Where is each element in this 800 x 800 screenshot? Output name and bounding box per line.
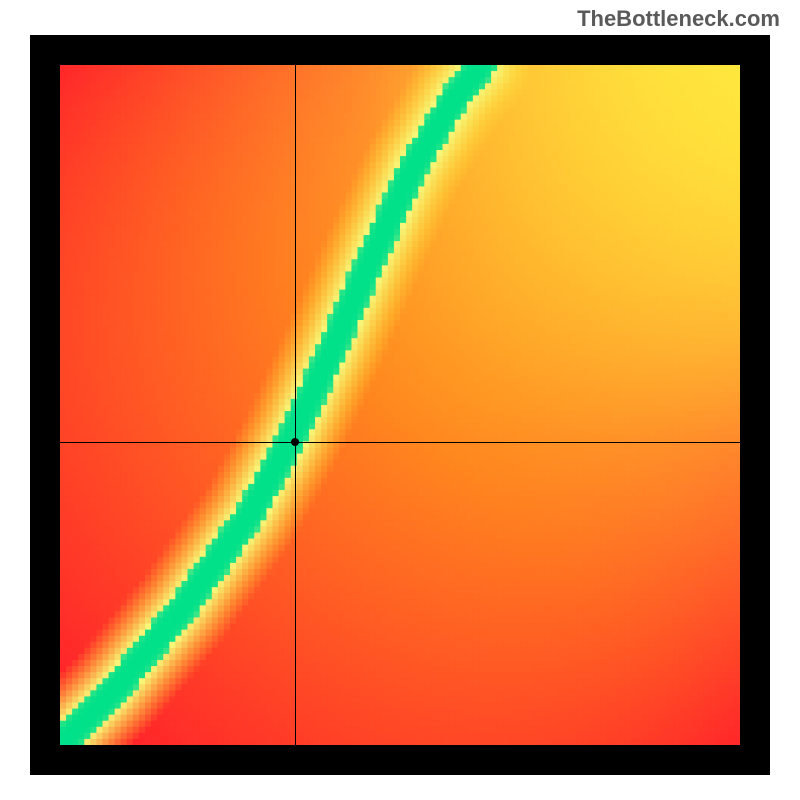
chart-black-frame: [30, 35, 770, 775]
watermark-text: TheBottleneck.com: [577, 6, 780, 32]
chart-container: TheBottleneck.com: [0, 0, 800, 800]
chart-plot-area: [60, 65, 740, 745]
heatmap-canvas: [60, 65, 740, 745]
